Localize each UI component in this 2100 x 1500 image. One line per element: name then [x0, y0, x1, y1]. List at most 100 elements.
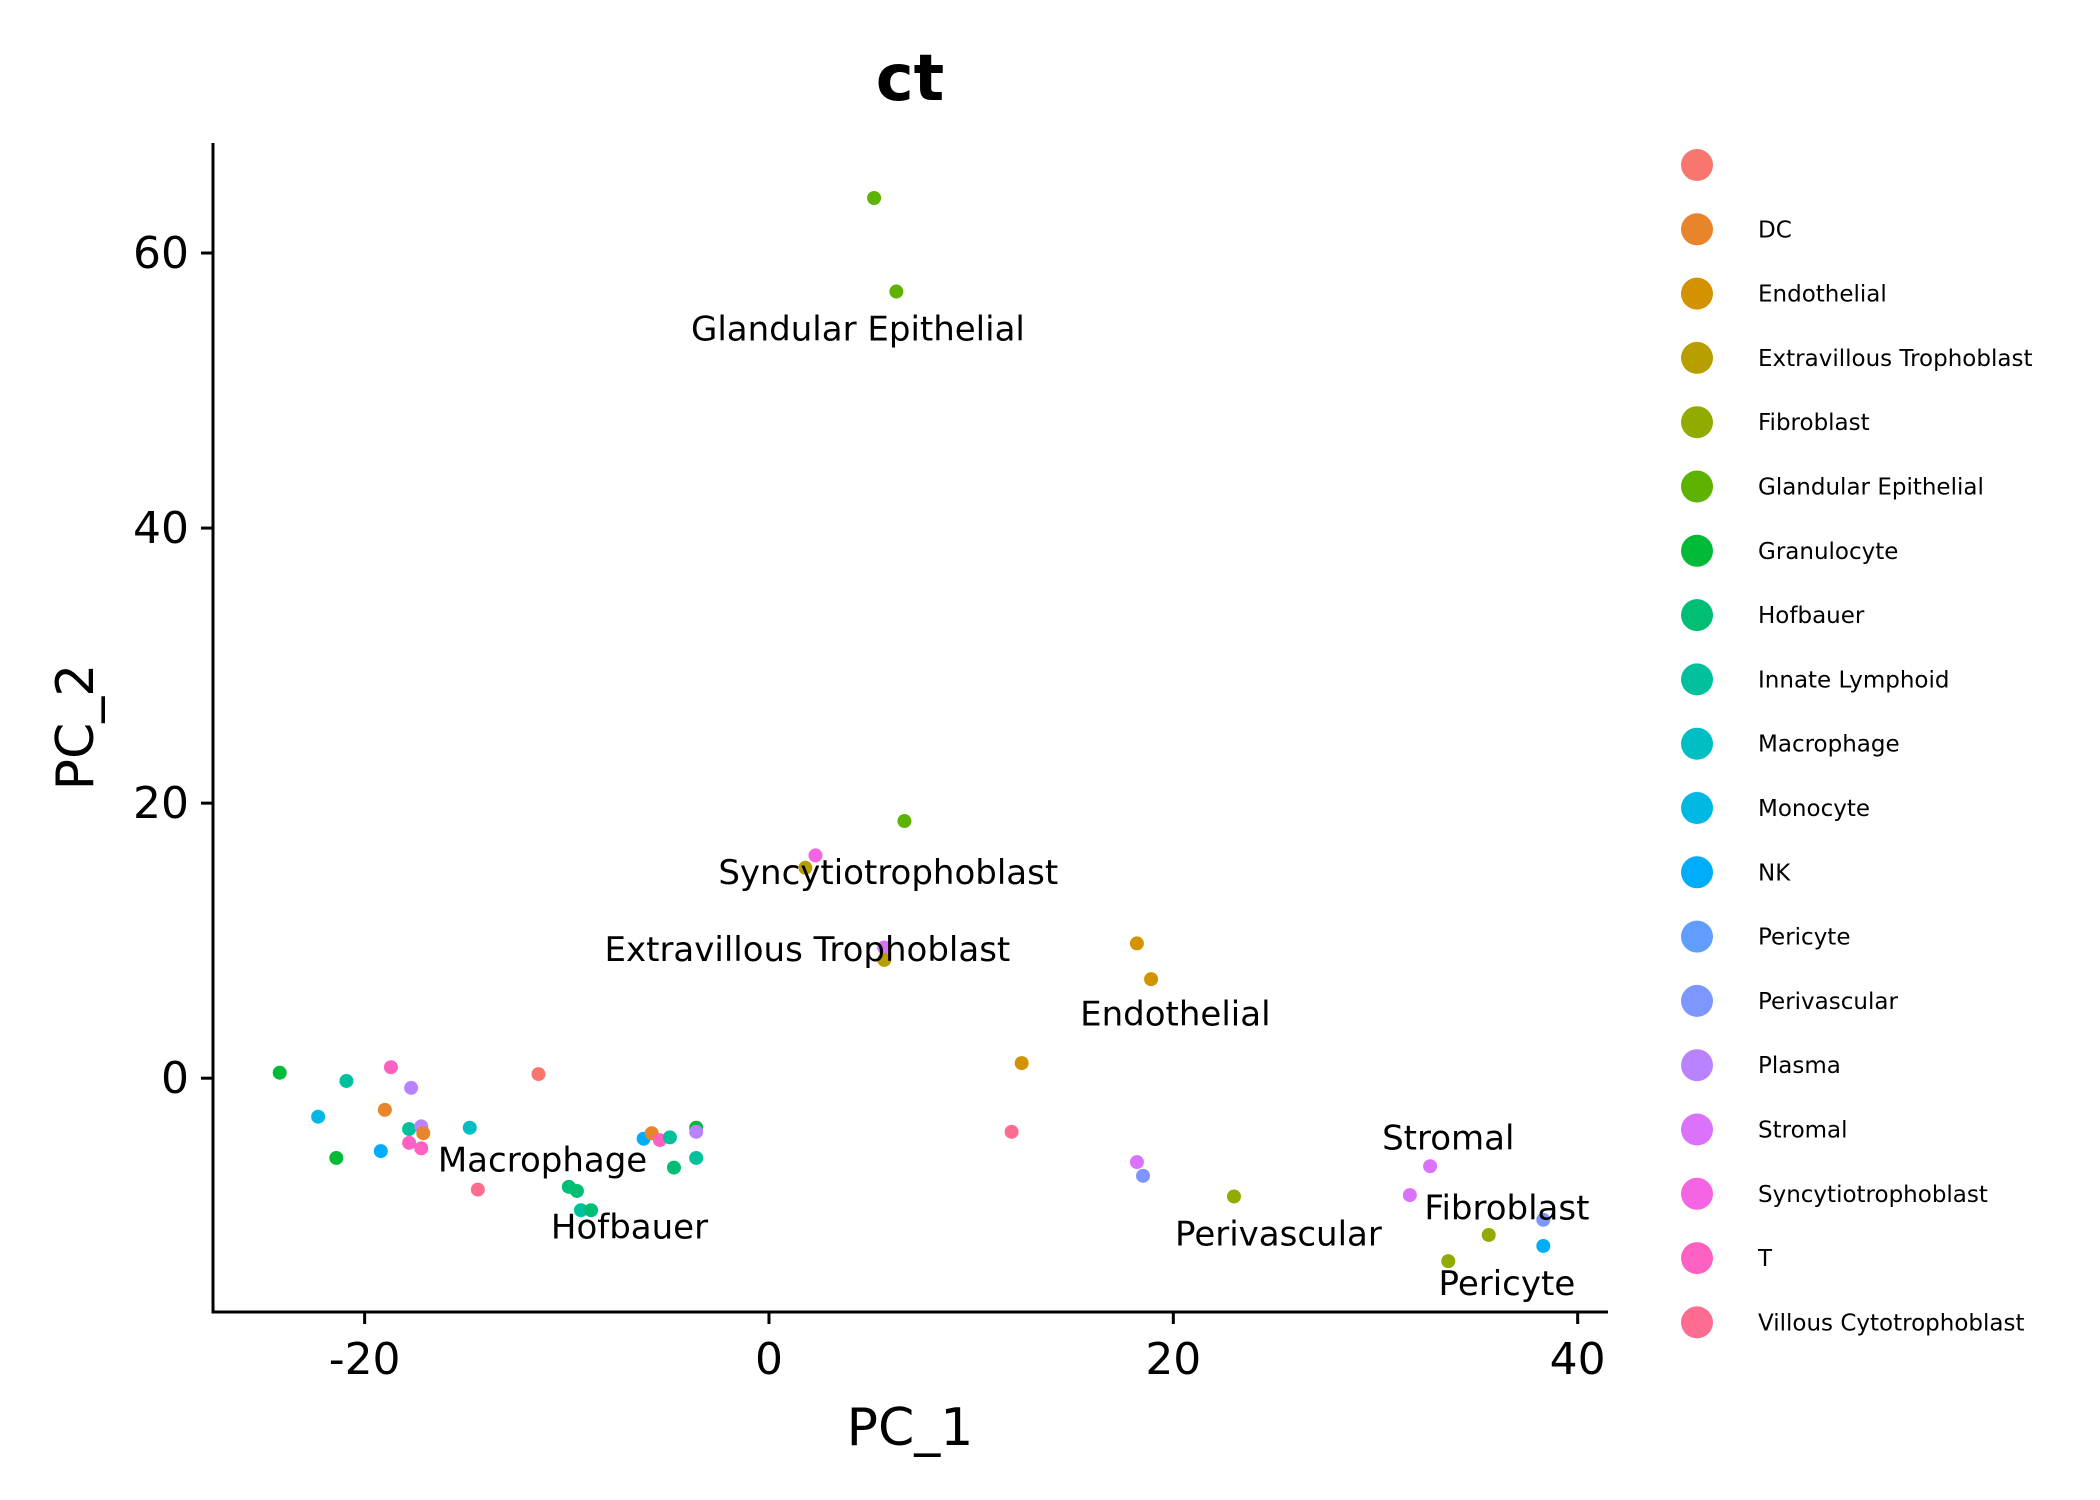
legend-label: Pericyte [1758, 925, 1850, 951]
cluster-label: Macrophage [438, 1140, 647, 1180]
data-point [1129, 936, 1144, 951]
legend-label: Perivascular [1758, 989, 1898, 1015]
data-point [383, 1060, 398, 1075]
data-point [1536, 1238, 1551, 1253]
legend-key [1681, 1306, 1713, 1339]
data-point [377, 1102, 392, 1117]
legend-label: DC [1758, 217, 1792, 243]
data-point [867, 191, 882, 206]
legend-key [1681, 1049, 1713, 1082]
data-point [1481, 1227, 1496, 1242]
cluster-label: Pericyte [1439, 1264, 1576, 1304]
data-point [402, 1135, 417, 1150]
x-tick-label: -20 [329, 1334, 401, 1385]
axes: -20 0 20 40 0 20 40 60 [133, 143, 1608, 1385]
legend-key [1681, 984, 1713, 1017]
data-point [584, 1203, 599, 1218]
data-point [272, 1065, 287, 1080]
data-point [311, 1109, 326, 1124]
cluster-label: Hofbauer [551, 1208, 708, 1248]
y-tick-label: 60 [133, 228, 189, 279]
legend-key [1681, 470, 1713, 503]
legend-label: Glandular Epithelial [1758, 475, 1984, 501]
legend: DC Endothelial Extravillous Trophoblast Fib… [1681, 149, 2032, 1339]
data-point [897, 814, 912, 829]
legend-key [1681, 277, 1713, 310]
legend-key [1681, 1242, 1713, 1275]
data-point [689, 1124, 704, 1139]
data-point [1402, 1188, 1417, 1203]
legend-label: Macrophage [1758, 732, 1900, 758]
cluster-label: Endothelial [1080, 995, 1270, 1035]
cluster-label: Fibroblast [1424, 1188, 1589, 1228]
cluster-labels: Glandular Epithelial Syncytiotrophoblast E… [438, 310, 1590, 1304]
data-point [373, 1144, 388, 1159]
legend-key [1681, 727, 1713, 760]
legend-label: Plasma [1758, 1053, 1841, 1079]
data-point [798, 860, 813, 875]
data-point [662, 1130, 677, 1145]
data-point [1144, 972, 1159, 987]
data-point [689, 1150, 704, 1165]
legend-label: Villous Cytotrophoblast [1758, 1310, 2024, 1336]
data-point [877, 940, 892, 955]
legend-key [1681, 534, 1713, 567]
x-tick-label: 0 [755, 1334, 783, 1385]
data-point [569, 1183, 584, 1198]
legend-label: Fibroblast [1758, 410, 1870, 436]
data-point [402, 1122, 417, 1137]
data-point [1014, 1056, 1029, 1071]
cluster-label: Stromal [1382, 1118, 1514, 1158]
chart-title: ct [876, 42, 945, 116]
data-point [1536, 1212, 1551, 1227]
legend-label: NK [1758, 860, 1791, 886]
legend-label: Granulocyte [1758, 539, 1898, 565]
legend-key [1681, 920, 1713, 953]
legend-key [1681, 663, 1713, 696]
data-point [416, 1126, 431, 1141]
x-tick-label: 40 [1550, 1334, 1606, 1385]
data-point [329, 1150, 344, 1165]
data-point [470, 1182, 485, 1197]
legend-key [1681, 213, 1713, 246]
cluster-label: Perivascular [1175, 1215, 1382, 1255]
cluster-label: Glandular Epithelial [691, 310, 1025, 350]
y-tick-label: 0 [161, 1053, 189, 1104]
data-point [666, 1160, 681, 1175]
legend-label: Extravillous Trophoblast [1758, 346, 2032, 372]
y-tick-label: 20 [133, 778, 189, 829]
legend-key [1681, 792, 1713, 824]
data-point [808, 848, 823, 863]
data-point [1136, 1168, 1150, 1183]
y-axis-title: PC_2 [46, 664, 106, 791]
legend-key [1681, 1113, 1713, 1146]
data-point [414, 1141, 429, 1156]
data-point [1129, 1155, 1144, 1170]
legend-label: Hofbauer [1758, 603, 1865, 629]
data-point [889, 284, 904, 299]
data-point [462, 1120, 477, 1135]
legend-key [1681, 1177, 1713, 1210]
legend-label: Syncytiotrophoblast [1758, 1182, 1988, 1208]
legend-key [1681, 599, 1713, 632]
data-point [531, 1067, 546, 1082]
data-point [404, 1080, 419, 1095]
data-points [272, 191, 1551, 1269]
data-point [1441, 1254, 1456, 1269]
legend-key [1681, 406, 1713, 439]
legend-label: T [1757, 1246, 1773, 1272]
legend-key [1681, 341, 1713, 374]
legend-key [1681, 149, 1713, 181]
data-point [1226, 1189, 1241, 1204]
data-point [1423, 1159, 1438, 1174]
data-point [339, 1073, 354, 1088]
data-point [877, 952, 892, 967]
cluster-label: Extravillous Trophoblast [605, 930, 1011, 970]
x-tick-label: 20 [1145, 1334, 1201, 1385]
cluster-label: Syncytiotrophoblast [718, 853, 1058, 893]
x-axis-title: PC_1 [847, 1398, 974, 1458]
legend-label: Endothelial [1758, 282, 1887, 308]
data-point [1004, 1124, 1019, 1139]
data-point [573, 1203, 588, 1218]
